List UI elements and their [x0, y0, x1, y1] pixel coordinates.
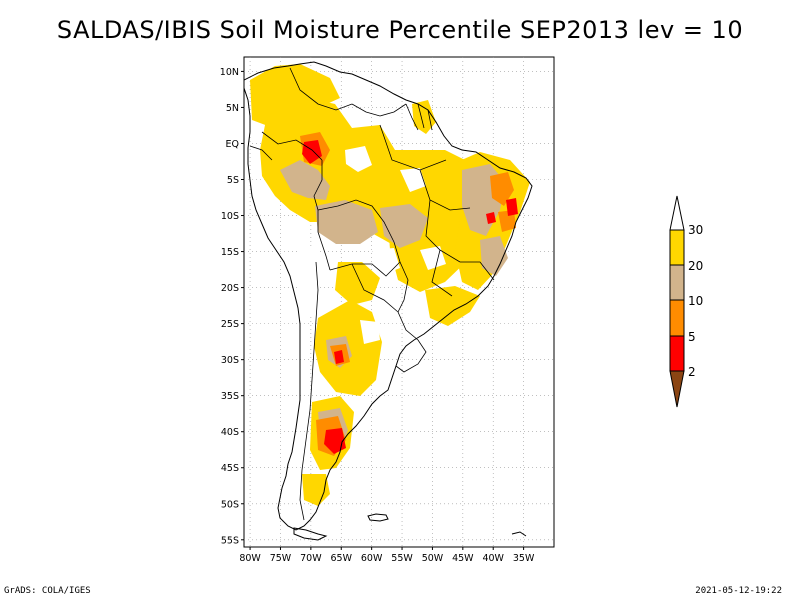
- border-argentina-brazil-uruguay: [395, 311, 427, 373]
- coastlines: [244, 61, 533, 541]
- footer-timestamp: 2021-05-12-19:22: [695, 586, 782, 596]
- border-colombia-venezuela: [289, 67, 353, 111]
- soil-moisture-field: [250, 64, 530, 506]
- tierra-del-fuego: [293, 527, 328, 541]
- lat-tick-label: 55S: [221, 535, 239, 546]
- south-georgia: [511, 531, 527, 537]
- colorbar-box-20-30: [669, 229, 685, 266]
- border-paraguay-brazil: [397, 261, 409, 313]
- field-red-argentina: [334, 350, 344, 364]
- field-red-northeast: [506, 198, 518, 216]
- field-tan-bolivia: [380, 204, 428, 248]
- field-chaco: [335, 262, 380, 305]
- lat-tick-label: 35S: [221, 391, 239, 402]
- field-orange-northeast: [490, 172, 514, 206]
- lon-tick-label: 45W: [452, 553, 474, 564]
- colorbar: 30 20 10 5 2: [669, 195, 703, 408]
- border-guianas: [405, 103, 433, 131]
- lon-tick-label: 50W: [422, 553, 444, 564]
- field-northwest: [250, 64, 340, 126]
- lon-tick-label: 70W: [300, 553, 322, 564]
- map-title: SALDAS/IBIS Soil Moisture Percentile SEP…: [56, 16, 744, 44]
- lat-tick-label: 5N: [226, 103, 239, 114]
- falkland-islands: [367, 513, 389, 522]
- field-tan-central: [315, 200, 378, 244]
- colorbar-bottom-arrow: [669, 370, 685, 408]
- axis-ticks: 10N 5N EQ 5S 10S 15S 20S 25S 30S 35S 40S 45S 50S 55S8…: [220, 67, 535, 564]
- field-guianas: [412, 100, 436, 134]
- lon-tick-label: 40W: [482, 553, 504, 564]
- colorbar-label-10: 10: [688, 294, 703, 308]
- border-brazil-states: [379, 124, 495, 297]
- lat-tick-label: 50S: [221, 499, 239, 510]
- lat-tick-label: EQ: [226, 139, 239, 150]
- lon-tick-label: 80W: [239, 553, 261, 564]
- lon-tick-label: 55W: [391, 553, 413, 564]
- lat-tick-label: 15S: [221, 247, 239, 258]
- lat-tick-label: 25S: [221, 319, 239, 330]
- border-argentina-paraguay: [351, 263, 399, 313]
- continent-outline: [244, 61, 533, 531]
- border-chile-argentina: [299, 261, 319, 521]
- field-orange-east: [498, 210, 516, 232]
- field-red-east: [486, 212, 496, 224]
- border-peru-bolivia: [317, 210, 331, 271]
- field-tan-east: [480, 236, 508, 276]
- colorbar-label-5: 5: [688, 330, 696, 344]
- border-ecuador-peru: [249, 145, 273, 161]
- lat-tick-label: 30S: [221, 355, 239, 366]
- lat-tick-label: 10S: [221, 211, 239, 222]
- lat-tick-label: 20S: [221, 283, 239, 294]
- colorbar-top-arrow: [669, 195, 685, 231]
- lon-tick-label: 75W: [270, 553, 292, 564]
- lon-tick-label: 60W: [361, 553, 383, 564]
- border-venezuela-brazil: [351, 103, 407, 117]
- grid-lines: [244, 57, 554, 547]
- colorbar-label-2: 2: [688, 365, 696, 379]
- border-bolivia-paraguay: [329, 261, 401, 277]
- colorbar-box-5-10: [669, 299, 685, 337]
- border-colombia-peru: [261, 131, 323, 161]
- field-southeast-brazil: [425, 286, 480, 326]
- field-tan-amazon: [280, 160, 330, 200]
- lat-tick-label: 45S: [221, 463, 239, 474]
- footer-credit: GrADS: COLA/IGES: [4, 586, 91, 596]
- lat-tick-label: 5S: [227, 175, 239, 186]
- colorbar-box-2-5: [669, 335, 685, 372]
- country-borders: [249, 67, 495, 521]
- lon-tick-label: 65W: [331, 553, 353, 564]
- colorbar-label-20: 20: [688, 259, 703, 273]
- field-patagonia: [302, 474, 330, 506]
- lat-tick-label: 40S: [221, 427, 239, 438]
- colorbar-label-30: 30: [688, 223, 703, 237]
- field-red-amazon: [302, 140, 322, 164]
- border-peru-brazil: [313, 160, 323, 211]
- lon-tick-label: 35W: [513, 553, 535, 564]
- lat-tick-label: 10N: [220, 67, 239, 78]
- border-brazil-bolivia: [317, 199, 401, 263]
- colorbar-box-10-20: [669, 264, 685, 301]
